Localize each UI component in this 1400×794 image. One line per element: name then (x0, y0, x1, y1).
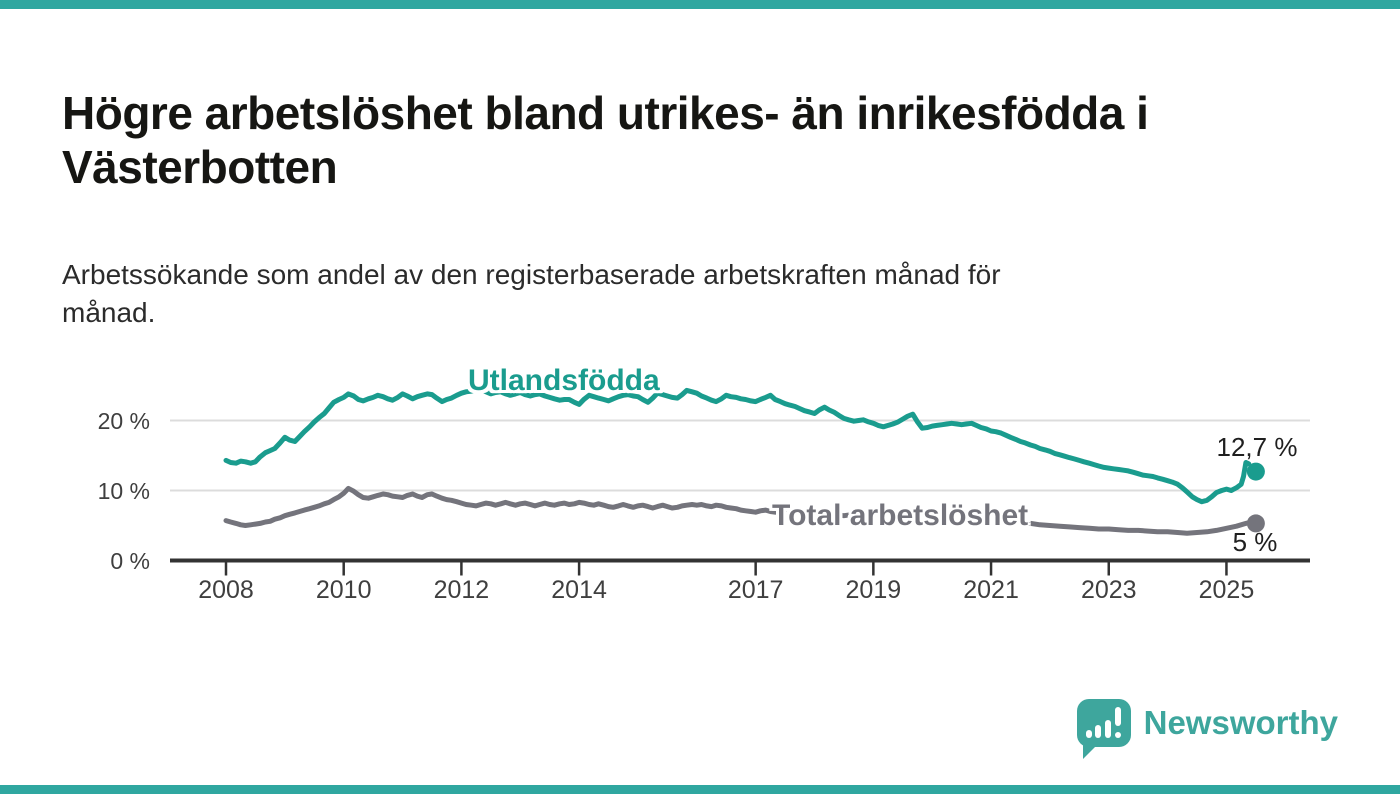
page-title: Högre arbetslöshet bland utrikes- än inr… (62, 86, 1149, 193)
x-axis-label-2012: 2012 (433, 576, 490, 604)
y-axis-label-20: 20 % (97, 407, 150, 434)
y-axis-label-10: 10 % (97, 477, 150, 504)
series-line-utlandsfodda (223, 386, 1252, 505)
logo-chart-bar-3 (1104, 720, 1111, 738)
newsworthy-logo-icon (1076, 699, 1131, 759)
logo-exclamation-stem (1114, 707, 1121, 726)
logo-speech-tail (1082, 744, 1098, 759)
x-axis-label-2010: 2010 (315, 576, 372, 604)
logo-chart-bar-1 (1085, 730, 1092, 738)
x-axis-label-2023: 2023 (1080, 576, 1137, 604)
x-axis-label-2017: 2017 (727, 576, 784, 604)
y-axis-label-0: 0 % (110, 547, 150, 574)
newsworthy-logo-text: Newsworthy (1143, 704, 1338, 741)
end-dot-total (1246, 514, 1265, 533)
top-accent-bar (0, 0, 1400, 9)
x-axis-label-2008: 2008 (198, 576, 254, 604)
logo-chart-bar-2 (1095, 725, 1102, 738)
x-axis-label-2019: 2019 (845, 576, 902, 604)
page-subtitle: Arbetssökande som andel av den registerb… (62, 259, 1001, 328)
x-axis-label-2021: 2021 (963, 576, 1019, 604)
bottom-accent-bar (0, 785, 1400, 794)
end-value-label-utlandsfodda: 12,7 % (1216, 432, 1298, 462)
end-dot-utlandsfodda (1246, 462, 1265, 481)
end-value-label-total: 5 % (1232, 527, 1278, 557)
series-line-total (223, 485, 1259, 536)
x-axis-label-2014: 2014 (551, 576, 607, 604)
newsworthy-logo: Newsworthy (1076, 699, 1338, 759)
series-label-utlandsfodda: Utlandsfödda (468, 364, 660, 397)
logo-exclamation-dot (1114, 732, 1121, 738)
series-label-total-arbetsloshet: Total arbetslöshet (772, 499, 1029, 532)
x-axis-label-2025: 2025 (1198, 576, 1255, 604)
